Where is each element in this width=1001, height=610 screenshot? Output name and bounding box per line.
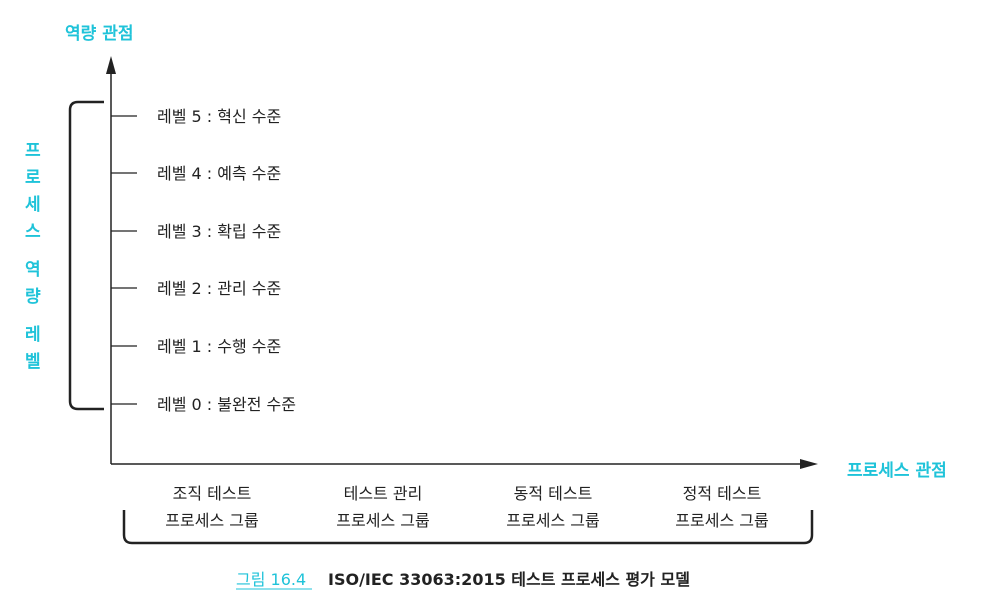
x-axis-title: 프로세스 관점 [847, 461, 947, 481]
process-group-management: 테스트 관리 프로세스 그룹 [336, 484, 429, 530]
side-label-char: 프 [25, 141, 41, 161]
level-label: 레벨 1 : 수행 수준 [157, 337, 281, 356]
level-label: 레벨 3 : 확립 수준 [157, 222, 281, 241]
process-group-line1: 조직 테스트 [173, 484, 252, 503]
level-2: 레벨 2 : 관리 수준 [111, 279, 281, 298]
level-label: 레벨 5 : 혁신 수준 [157, 107, 281, 126]
level-4: 레벨 4 : 예측 수준 [111, 164, 281, 183]
process-group-organization: 조직 테스트 프로세스 그룹 [165, 484, 258, 530]
process-group-line1: 동적 테스트 [514, 484, 593, 503]
process-group-line2: 프로세스 그룹 [506, 511, 599, 530]
level-3: 레벨 3 : 확립 수준 [111, 222, 281, 241]
process-group-line2: 프로세스 그룹 [675, 511, 768, 530]
side-label-char: 로 [25, 168, 41, 188]
side-label: 프 로 세 스 역 량 레 벨 [25, 141, 41, 372]
process-group-dynamic: 동적 테스트 프로세스 그룹 [506, 484, 599, 530]
level-label: 레벨 4 : 예측 수준 [157, 164, 281, 183]
groups-bracket [122, 510, 814, 545]
side-label-char: 레 [25, 325, 41, 345]
side-label-char: 역 [25, 260, 41, 280]
levels-bracket [68, 100, 104, 411]
level-5: 레벨 5 : 혁신 수준 [111, 107, 281, 126]
caption-label: 그림 16.4 [236, 570, 306, 589]
caption-title: ISO/IEC 33063:2015 테스트 프로세스 평가 모델 [328, 570, 690, 589]
x-axis-arrowhead [800, 459, 818, 469]
side-label-char: 스 [25, 222, 41, 242]
process-group-line1: 정적 테스트 [683, 484, 762, 503]
y-axis-arrowhead [106, 56, 116, 74]
level-0: 레벨 0 : 불완전 수준 [111, 395, 296, 414]
process-group-line2: 프로세스 그룹 [165, 511, 258, 530]
side-label-char: 세 [25, 195, 41, 215]
process-group-static: 정적 테스트 프로세스 그룹 [675, 484, 768, 530]
figure-caption: 그림 16.4 ISO/IEC 33063:2015 테스트 프로세스 평가 모… [236, 570, 690, 590]
side-label-char: 량 [25, 287, 41, 307]
side-label-char: 벨 [25, 352, 41, 372]
y-axis-title: 역량 관점 [65, 24, 133, 44]
level-1: 레벨 1 : 수행 수준 [111, 337, 281, 356]
process-group-line1: 테스트 관리 [344, 484, 423, 503]
level-label: 레벨 0 : 불완전 수준 [157, 395, 296, 414]
level-label: 레벨 2 : 관리 수준 [157, 279, 281, 298]
process-group-line2: 프로세스 그룹 [336, 511, 429, 530]
